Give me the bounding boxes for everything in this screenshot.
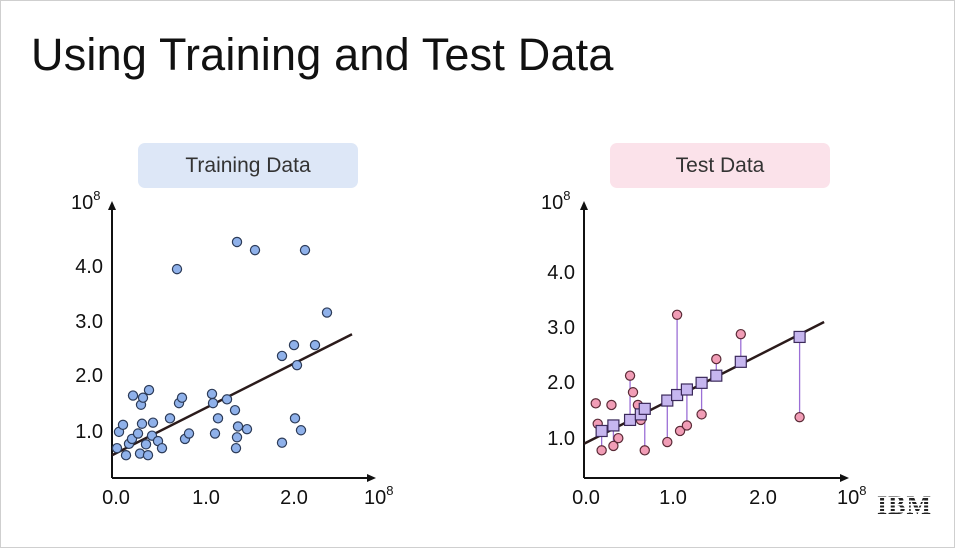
test-point bbox=[590, 398, 601, 409]
data-point bbox=[206, 388, 218, 400]
data-point bbox=[147, 417, 159, 428]
data-point bbox=[164, 413, 176, 424]
y-axis-multiplier: 108 bbox=[541, 188, 570, 214]
data-point bbox=[289, 413, 301, 424]
y-tick-label: 3.0 bbox=[75, 311, 103, 333]
ibm-logo-text: IBM bbox=[877, 491, 932, 519]
test-point bbox=[696, 409, 707, 420]
prediction-point bbox=[695, 376, 708, 389]
data-point bbox=[230, 442, 242, 454]
data-point bbox=[207, 397, 219, 409]
training-data-label: Training Data bbox=[138, 143, 358, 188]
data-point bbox=[241, 423, 253, 435]
data-point bbox=[229, 404, 241, 416]
data-point bbox=[132, 428, 144, 439]
data-point bbox=[176, 392, 188, 403]
data-point bbox=[221, 394, 233, 405]
prediction-point bbox=[623, 413, 637, 427]
y-tick-label: 2.0 bbox=[547, 372, 575, 394]
y-tick-label: 1.0 bbox=[547, 428, 575, 450]
x-axis-arrow bbox=[367, 474, 376, 482]
test-point bbox=[711, 353, 722, 365]
test-point bbox=[608, 440, 619, 452]
data-point bbox=[137, 392, 149, 403]
test-point bbox=[794, 411, 805, 423]
data-point bbox=[231, 432, 243, 443]
training-chart: 0.0 1.0 2.0 1.0 2.0 3.0 4.0 108 108 bbox=[71, 188, 393, 509]
prediction-point bbox=[710, 369, 723, 382]
prediction-point bbox=[680, 383, 694, 396]
data-point bbox=[288, 339, 300, 351]
data-point bbox=[143, 384, 155, 396]
test-point bbox=[624, 370, 636, 381]
data-point bbox=[136, 418, 148, 429]
x-tick-label: 2.0 bbox=[749, 487, 777, 509]
data-point bbox=[249, 244, 261, 256]
x-axis-multiplier: 108 bbox=[364, 483, 393, 509]
data-point bbox=[140, 439, 152, 450]
prediction-point bbox=[638, 402, 651, 415]
data-point bbox=[183, 428, 195, 439]
test-chart: 0.0 1.0 2.0 1.0 2.0 3.0 4.0 108 108 bbox=[541, 188, 866, 509]
x-tick-label: 0.0 bbox=[572, 487, 600, 509]
data-point bbox=[156, 442, 168, 454]
data-point bbox=[291, 359, 303, 371]
data-point bbox=[171, 263, 183, 275]
x-tick-label: 0.0 bbox=[102, 487, 130, 509]
data-point bbox=[309, 339, 321, 351]
test-point bbox=[596, 445, 607, 456]
test-point bbox=[681, 420, 693, 431]
prediction-point bbox=[793, 330, 806, 344]
y-tick-label: 4.0 bbox=[75, 256, 103, 278]
test-data-label: Test Data bbox=[610, 143, 830, 188]
test-point bbox=[639, 445, 650, 456]
y-tick-label: 4.0 bbox=[547, 262, 575, 284]
y-axis-multiplier: 108 bbox=[71, 188, 100, 214]
prediction-point bbox=[595, 424, 608, 438]
data-point bbox=[276, 437, 288, 448]
data-point bbox=[212, 413, 224, 424]
data-point bbox=[232, 421, 244, 432]
data-point bbox=[321, 307, 333, 318]
data-point bbox=[231, 236, 243, 248]
test-point bbox=[627, 387, 639, 398]
data-point bbox=[209, 428, 221, 439]
test-point bbox=[662, 436, 673, 448]
data-point bbox=[120, 450, 132, 461]
data-point bbox=[111, 442, 123, 454]
x-axis-multiplier: 108 bbox=[837, 483, 866, 509]
prediction-point bbox=[607, 419, 620, 432]
y-axis-arrow bbox=[108, 201, 116, 210]
test-point bbox=[735, 328, 747, 340]
x-tick-label: 1.0 bbox=[192, 487, 220, 509]
data-point bbox=[142, 450, 154, 461]
y-tick-label: 3.0 bbox=[547, 317, 575, 339]
test-point bbox=[671, 309, 683, 321]
y-tick-label: 2.0 bbox=[75, 365, 103, 387]
slide-title: Using Training and Test Data bbox=[31, 29, 614, 80]
test-data-label-text: Test Data bbox=[675, 153, 765, 177]
y-axis-arrow bbox=[580, 201, 588, 210]
data-point bbox=[117, 419, 129, 431]
test-point bbox=[613, 432, 624, 444]
training-data-label-text: Training Data bbox=[185, 153, 311, 177]
x-tick-label: 1.0 bbox=[659, 487, 687, 509]
x-tick-label: 2.0 bbox=[280, 487, 308, 509]
data-point bbox=[276, 350, 288, 362]
x-axis-arrow bbox=[840, 474, 849, 482]
data-point bbox=[295, 425, 307, 436]
ibm-logo: IBM bbox=[877, 491, 935, 519]
data-point bbox=[299, 244, 311, 256]
test-point bbox=[674, 425, 686, 437]
y-tick-label: 1.0 bbox=[75, 421, 103, 443]
test-point bbox=[606, 399, 617, 411]
prediction-point bbox=[734, 355, 747, 368]
data-point bbox=[127, 390, 139, 401]
